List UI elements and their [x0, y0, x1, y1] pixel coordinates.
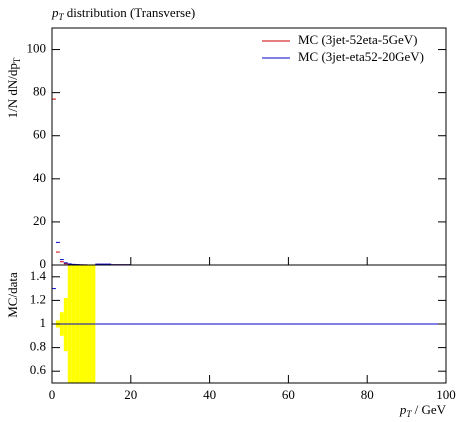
- title-subscript: T: [59, 12, 65, 22]
- title-symbol: p: [51, 5, 59, 20]
- x-label-subscript: T: [406, 409, 412, 419]
- ratio-band-group: [55, 265, 96, 383]
- y-tick-label: 60: [33, 127, 46, 142]
- main-lines-group: [52, 98, 446, 265]
- x-axis-label: pT / GeV: [399, 402, 447, 419]
- ratio-axis-label: MC/data: [5, 272, 20, 318]
- legend: MC (3jet-52eta-5GeV) MC (3jet-eta52-20GeV…: [262, 32, 424, 64]
- y-tick-label: 1: [40, 315, 47, 330]
- uncertainty-band: [63, 298, 68, 352]
- y-tick-label: 80: [33, 84, 46, 99]
- x-tick-label: 100: [436, 387, 456, 402]
- legend-label: MC (3jet-52eta-5GeV): [298, 32, 418, 47]
- uncertainty-band: [71, 265, 76, 383]
- y-tick-label: 0: [40, 256, 47, 271]
- uncertainty-band: [91, 265, 96, 383]
- x-tick-label: 40: [203, 387, 216, 402]
- y-tick-label: 100: [27, 41, 47, 56]
- y-tick-label: 1.2: [30, 291, 46, 306]
- uncertainty-band: [67, 265, 72, 383]
- ratio-lines-group: [52, 288, 446, 325]
- x-label-symbol: p: [399, 402, 407, 417]
- x-tick-label: 60: [282, 387, 295, 402]
- uncertainty-band: [75, 265, 80, 383]
- x-tick-label: 80: [361, 387, 374, 402]
- y-tick-label: 1.4: [30, 268, 47, 283]
- y-label-subscript: T: [12, 57, 22, 63]
- title-rest: distribution (Transverse): [64, 5, 196, 20]
- x-tick-label: 20: [124, 387, 137, 402]
- y-label-prefix: 1/N dN/dp: [5, 63, 20, 118]
- x-label-rest: / GeV: [411, 402, 446, 417]
- y-tick-label: 0.8: [30, 339, 46, 354]
- legend-label: MC (3jet-eta52-20GeV): [298, 49, 424, 64]
- y-tick-label: 20: [33, 213, 46, 228]
- y-tick-label: 40: [33, 170, 46, 185]
- y-axis-label: 1/N dN/dpT: [5, 57, 22, 118]
- y-tick-label: 0.6: [30, 362, 47, 377]
- uncertainty-band: [79, 265, 84, 383]
- x-tick-label: 0: [49, 387, 56, 402]
- uncertainty-band: [83, 265, 88, 383]
- uncertainty-band: [87, 265, 92, 383]
- chart-title: pT distribution (Transverse): [51, 5, 195, 22]
